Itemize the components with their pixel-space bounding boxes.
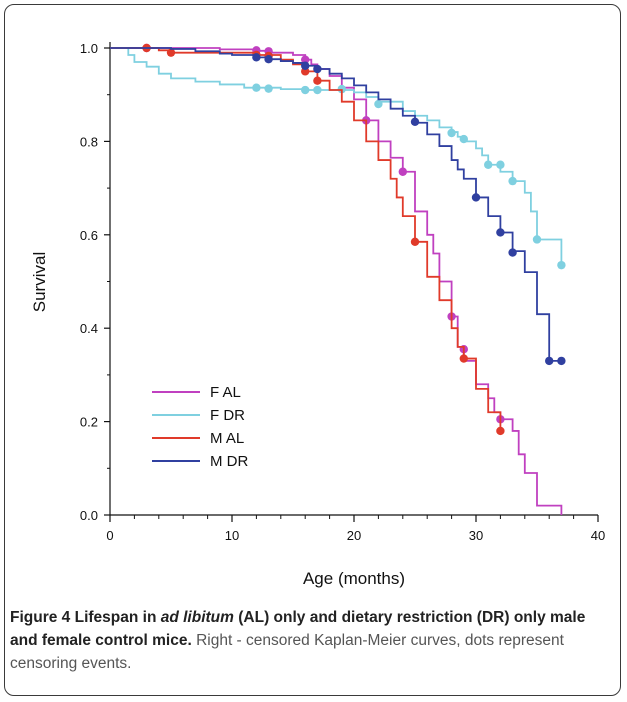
x-tick-label: 40 <box>591 528 605 543</box>
series-line-1 <box>110 47 563 266</box>
legend-entry: M AL <box>210 430 244 447</box>
chart-series <box>110 43 566 515</box>
censor-dot <box>410 117 420 126</box>
survival-chart: 0.0 0.2 0.4 0.6 0.8 1.0 0 10 20 30 40 F AL F DR M AL… <box>30 41 605 588</box>
x-axis-label: Age (months) <box>303 569 405 588</box>
censor-dot <box>557 260 566 270</box>
censor-dot <box>459 354 468 363</box>
caption-title-after: (AL) only and dietary restriction (DR) o… <box>10 609 586 649</box>
censor-dot <box>459 134 468 144</box>
censor-dot <box>447 128 456 138</box>
censor-dot <box>252 83 261 92</box>
censor-dot <box>545 356 554 366</box>
censor-dot <box>166 48 176 57</box>
y-tick-label: 0.6 <box>80 228 98 243</box>
legend-entry: F AL <box>210 384 241 401</box>
caption-title-italic: ad libitum <box>160 609 234 626</box>
censor-dot <box>301 55 310 64</box>
caption-title-before: Lifespan in <box>74 609 161 626</box>
censor-dot <box>313 85 322 95</box>
chart-legend: F AL F DR M AL M DR <box>152 384 248 470</box>
y-tick-label: 0.8 <box>80 134 98 149</box>
censor-dot <box>496 160 505 169</box>
legend-entry: F DR <box>210 407 245 424</box>
series-line-2 <box>110 47 502 431</box>
x-tick-label: 20 <box>347 528 361 543</box>
censor-dot <box>313 64 322 74</box>
censor-dot <box>252 53 261 62</box>
chart-axes: 0.0 0.2 0.4 0.6 0.8 1.0 0 10 20 30 40 <box>80 41 605 543</box>
figure-caption: Figure 4 Lifespan in ad libitum (AL) onl… <box>10 606 610 675</box>
censor-dot <box>264 84 273 93</box>
censor-dot <box>484 160 493 169</box>
censor-dot <box>496 426 505 436</box>
censor-dot <box>410 237 420 247</box>
caption-description: Right - censored Kaplan-Meier curves, do… <box>10 632 564 672</box>
censor-dot <box>532 235 542 244</box>
censor-dot <box>471 193 481 202</box>
censor-dot <box>301 61 310 70</box>
y-axis-label: Survival <box>30 252 49 312</box>
censor-dot <box>264 55 273 64</box>
series-line-0 <box>110 47 563 515</box>
y-tick-label: 0.4 <box>80 321 98 336</box>
y-tick-label: 0.0 <box>80 508 98 523</box>
figure-frame <box>4 4 621 696</box>
y-tick-label: 0.2 <box>80 415 98 430</box>
censor-dot <box>337 84 346 94</box>
censor-dot <box>398 167 407 176</box>
x-tick-label: 0 <box>106 528 113 543</box>
censor-dot <box>301 85 310 95</box>
caption-label: Figure 4 <box>10 609 71 626</box>
censor-dot <box>508 248 517 257</box>
censor-dot <box>313 76 322 85</box>
series-line-3 <box>110 47 562 362</box>
legend-entry: M DR <box>210 453 248 470</box>
y-tick-label: 1.0 <box>80 41 98 56</box>
censor-dot <box>557 356 566 366</box>
censor-dot <box>496 228 505 237</box>
x-tick-label: 10 <box>225 528 239 543</box>
x-tick-label: 30 <box>469 528 483 543</box>
censor-dot <box>374 99 383 109</box>
censor-dot <box>508 176 517 186</box>
